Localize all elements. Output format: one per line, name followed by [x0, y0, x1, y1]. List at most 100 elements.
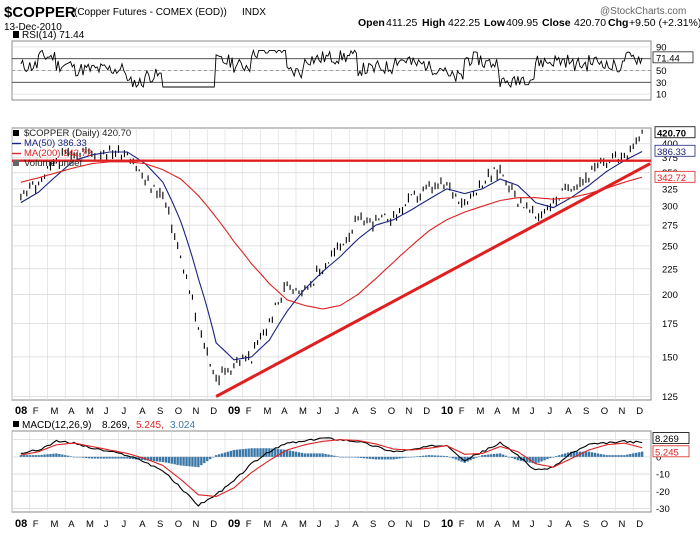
legend-entry: Volume undef [24, 158, 82, 169]
macd-histogram-bar [306, 453, 310, 457]
x-tick-label: J [317, 406, 322, 417]
macd-histogram-bar [608, 455, 611, 457]
macd-title-part: 8.269, [102, 420, 130, 431]
macd-histogram-bar [69, 456, 73, 457]
macd-histogram-bar [569, 451, 573, 457]
macd-histogram-bar [353, 456, 357, 458]
macd-histogram-bar [99, 456, 102, 459]
price-tick-label: 375 [662, 153, 678, 164]
x-tick-label: M [264, 519, 272, 530]
macd-histogram-bar [339, 456, 342, 458]
x-tick-label: J [104, 519, 109, 530]
price-tick-label: 175 [662, 319, 678, 330]
macd-histogram-bar [445, 455, 449, 457]
macd-histogram-bar [561, 454, 564, 457]
x-tick-label: J [335, 406, 340, 417]
x-tick-label: M [512, 519, 520, 530]
macd-histogram-bar [333, 455, 336, 457]
macd-histogram-bar [640, 451, 644, 457]
macd-histogram-bar [158, 456, 162, 462]
macd-histogram-bar [155, 456, 159, 462]
macd-histogram-bar [493, 453, 496, 457]
macd-histogram-bar [359, 456, 363, 458]
x-tick-label: M [51, 519, 59, 530]
macd-histogram-bar [297, 452, 301, 457]
x-tick-label: O [388, 519, 395, 530]
macd-histogram-bar [395, 456, 398, 460]
macd-histogram-bar [498, 453, 502, 457]
x-tick-label: A [139, 406, 146, 417]
macd-badge-box [652, 432, 690, 445]
macd-histogram-bar [277, 449, 280, 457]
x-tick-label: M [512, 406, 520, 417]
x-axis-bottom: 08 F M A M J J A S O N D 09 F M A M J J A S O N D 10 F M A M J J A S O N D [15, 518, 643, 530]
macd-histogram-bar [197, 456, 200, 468]
macd-histogram-bar [167, 456, 170, 464]
macd-histogram-bar [294, 451, 298, 457]
x-tick-label: S [370, 519, 376, 530]
x-tick-label: F [459, 406, 465, 417]
macd-histogram-bar [173, 456, 176, 465]
macd-legend-swatch [13, 421, 19, 427]
open-value: 411.25 [386, 17, 417, 29]
macd-histogram-bar [356, 456, 360, 458]
macd-histogram-bar [463, 456, 466, 463]
macd-histogram-bar [389, 456, 392, 460]
macd-histogram-bar [188, 456, 191, 467]
macd-tick-label: -20 [656, 487, 670, 498]
macd-histogram-bar [315, 453, 318, 457]
macd-histogram-bar [72, 456, 76, 458]
x-tick-label: J [122, 519, 127, 530]
x-tick-label: F [33, 519, 39, 530]
macd-histogram-bar [617, 455, 620, 457]
macd-histogram-bar [392, 456, 395, 460]
x-tick-label: M [51, 406, 59, 417]
rsi-line [20, 48, 643, 88]
legend-entry: MA(50) 386.33 [24, 138, 87, 149]
macd-histogram-bar [120, 456, 123, 459]
macd-histogram-bar [374, 456, 378, 460]
macd-histogram-bar [75, 456, 79, 458]
x-tick-label: D [210, 519, 217, 530]
macd-histogram-bar [436, 455, 440, 457]
x-tick-label: 08 [15, 405, 27, 417]
open-label: Open [358, 17, 385, 29]
x-tick-label: A [68, 406, 75, 417]
macd-histogram-bar [611, 455, 614, 457]
price-badge-box [654, 170, 696, 183]
exchange-label: INDX [242, 7, 266, 18]
macd-histogram-bar [410, 456, 413, 458]
macd-histogram-bar [510, 456, 514, 458]
macd-histogram-bar [348, 456, 351, 458]
macd-histogram-bar [31, 455, 34, 457]
high-label: High [422, 17, 445, 29]
x-tick-label: A [565, 519, 572, 530]
macd-histogram-bar [404, 456, 407, 458]
macd-histogram-bar [209, 456, 212, 460]
macd-histogram-bar [572, 451, 576, 457]
macd-histogram-bar [481, 455, 484, 457]
chg-label: Chg [608, 17, 628, 29]
high-value: 422.25 [448, 17, 480, 29]
macd-histogram-bar [549, 456, 552, 458]
x-tick-label: A [281, 406, 288, 417]
macd-histogram-bar [253, 448, 256, 457]
macd-histogram-bar [87, 456, 91, 459]
macd-histogram-bar [552, 456, 555, 458]
rsi-badge-label: 71.44 [656, 53, 680, 64]
macd-histogram-bar [457, 456, 460, 461]
macd-histogram-bar [442, 455, 446, 457]
macd-histogram-bar [345, 456, 348, 458]
price-tick-label: 250 [662, 241, 678, 252]
macd-histogram-bar [555, 455, 558, 457]
price-tick-label: 200 [662, 290, 678, 301]
x-tick-label: D [636, 519, 643, 530]
price-badge-label: 386.33 [657, 147, 686, 158]
x-tick-label: O [175, 406, 182, 417]
x-tick-label: A [494, 519, 501, 530]
macd-histogram-bar [105, 456, 108, 459]
macd-histogram-bar [78, 456, 82, 458]
price-tick-label: 125 [662, 392, 678, 403]
macd-histogram-bar [605, 455, 608, 457]
